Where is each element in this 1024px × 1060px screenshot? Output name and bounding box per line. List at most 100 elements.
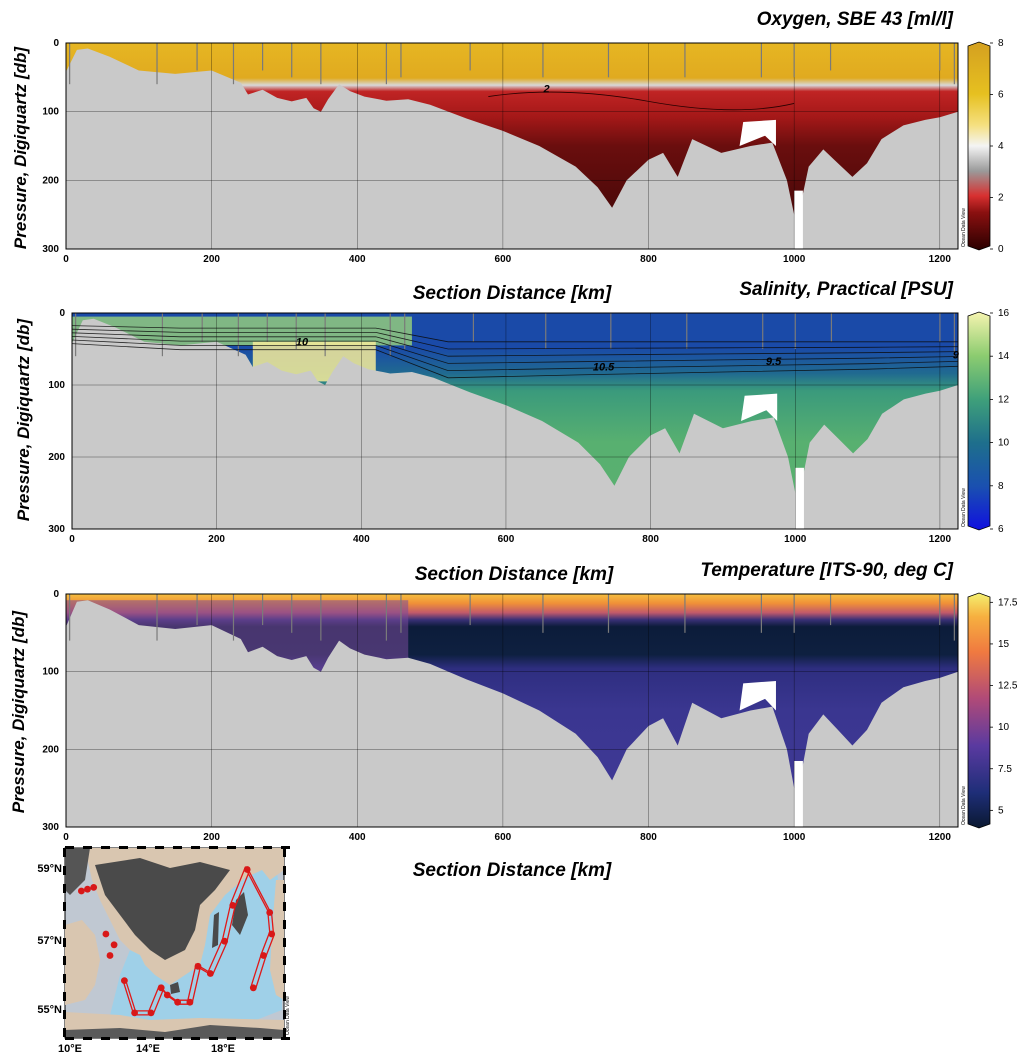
salinity-contour-label: 10	[296, 336, 309, 348]
salinity-contour-label: 9.5	[766, 356, 782, 368]
map-border-dash	[101, 1037, 110, 1040]
map-lon-label-10: 10°E	[58, 1043, 82, 1055]
oxygen-frame	[65, 42, 959, 250]
map-station-marker	[260, 952, 267, 959]
salinity-frame	[71, 312, 959, 530]
temperature-panel-title: Temperature [ITS-90, deg C]	[700, 560, 953, 581]
oxygen-watermark: Ocean Data View	[961, 208, 967, 247]
map-station-marker	[266, 909, 274, 916]
map-station-marker	[102, 930, 110, 938]
salinity-contour-line	[71, 336, 959, 364]
map-border-ticks	[63, 846, 290, 1040]
map-station-marker	[186, 998, 194, 1006]
salinity-contour-line	[71, 332, 959, 357]
temperature-panel: 0 200 400 600 800 1000 1200 0 100 200 300 5 7.5 10 12.…	[42, 589, 1018, 843]
map-border-dash	[209, 1037, 218, 1040]
map-border-dash	[227, 1037, 236, 1040]
salinity-x-tick-label: 0	[69, 534, 75, 545]
oxygen-x-tick-label: 800	[640, 254, 657, 265]
map-border-dash	[283, 884, 286, 893]
map-border-dash	[283, 956, 286, 965]
map-border-dash	[63, 1028, 66, 1037]
salinity-contour-line	[71, 343, 959, 379]
temperature-x-tick-label: 1200	[929, 832, 952, 843]
oxygen-seafloor	[66, 48, 958, 249]
map-station-marker	[243, 866, 251, 873]
map-border-dash	[65, 1037, 74, 1040]
map-border-dash	[155, 846, 164, 849]
oxygen-colorbar-tick-label: 0	[998, 244, 1004, 255]
map-border-dash	[283, 848, 286, 857]
temperature-y-tick-label: 300	[42, 822, 59, 833]
map-station-marker	[106, 952, 114, 959]
map-border-dash	[101, 846, 110, 849]
salinity-colorbar-tick-label: 12	[998, 394, 1010, 405]
salinity-x-tick-label: 800	[642, 534, 659, 545]
temperature-y-axis-label: Pressure, Digiquartz [db]	[9, 610, 28, 813]
map-border-dash	[63, 974, 66, 983]
salinity-gap-patch	[741, 393, 778, 421]
oxygen-colorbar-tick-label: 2	[998, 193, 1004, 204]
map-land-norway-dark	[65, 848, 90, 895]
temperature-y-tick-label: 0	[53, 589, 59, 600]
temperature-frame	[65, 593, 959, 828]
temperature-x-tick-label: 400	[349, 832, 366, 843]
salinity-x-axis-label: Section Distance [km]	[415, 564, 614, 585]
map-border-dash	[137, 846, 146, 849]
map-border-dash	[119, 846, 128, 849]
map-border-dash	[119, 1037, 128, 1040]
salinity-y-tick-label: 0	[59, 308, 65, 319]
salinity-x-tick-label: 1000	[784, 534, 807, 545]
map-lat-label-57: 57°N	[37, 935, 62, 947]
map-station-marker	[163, 991, 171, 999]
oxygen-x-tick-label: 200	[203, 254, 220, 265]
map-border-dash	[283, 1028, 286, 1037]
map-cruise-track-outline	[125, 869, 275, 1016]
map-station-marker	[249, 984, 257, 992]
map-border-dash	[191, 1037, 200, 1040]
map-station-marker	[84, 885, 91, 893]
salinity-colorbar-tick-label: 16	[998, 308, 1010, 319]
map-border-dash	[283, 1010, 286, 1019]
oxygen-y-axis-label: Pressure, Digiquartz [db]	[11, 46, 30, 249]
map-border-dash	[283, 920, 286, 929]
oxygen-y-tick-label: 300	[42, 244, 59, 255]
temperature-colorbar-tick-label: 17.5	[998, 597, 1018, 608]
salinity-x-tick-label: 600	[498, 534, 515, 545]
salinity-panel-title: Salinity, Practical [PSU]	[739, 279, 953, 300]
temperature-colorbar-tick-label: 15	[998, 639, 1010, 650]
map-border-dash	[209, 846, 218, 849]
map-lat-label-55: 55°N	[37, 1004, 62, 1016]
salinity-seafloor	[72, 318, 958, 529]
oxygen-y-tick-label: 100	[42, 107, 59, 118]
map-border-dash	[63, 866, 66, 875]
map-station-marker	[194, 962, 202, 970]
salinity-colorbar-tick-label: 8	[998, 481, 1004, 492]
map-land-sweden-dark	[95, 858, 230, 960]
map-border-dash	[63, 920, 66, 929]
map-station-marker	[229, 902, 237, 909]
map-station-marker	[90, 884, 98, 891]
temperature-x-tick-label: 0	[63, 832, 69, 843]
map-border-dash	[173, 846, 182, 849]
map-station-marker	[147, 1009, 155, 1017]
map-station-marker	[268, 930, 276, 938]
map-lon-label-14: 14°E	[136, 1043, 160, 1055]
temperature-y-tick-label: 100	[42, 667, 59, 678]
salinity-y-tick-label: 200	[48, 452, 65, 463]
map-lon-label-18: 18°E	[211, 1043, 235, 1055]
oxygen-gap-strip	[794, 190, 803, 249]
map-cruise-track	[121, 865, 271, 1012]
salinity-colorbar-tick-label: 10	[998, 438, 1010, 449]
salinity-contour-label: 10.5	[593, 362, 615, 374]
salinity-colorbar	[967, 311, 991, 531]
salinity-contour-label: 9	[953, 349, 960, 361]
salinity-panel: 10 10.5 9.5 9 0 200 400 600 800 1000 1200 0 100 200 30…	[48, 308, 1009, 545]
salinity-watermark: Ocean Data View	[961, 488, 967, 527]
map-land-denmark	[65, 920, 100, 1005]
map-border-dash	[65, 846, 74, 849]
temperature-x-tick-label: 1000	[783, 832, 806, 843]
map-border-dash	[263, 1037, 272, 1040]
